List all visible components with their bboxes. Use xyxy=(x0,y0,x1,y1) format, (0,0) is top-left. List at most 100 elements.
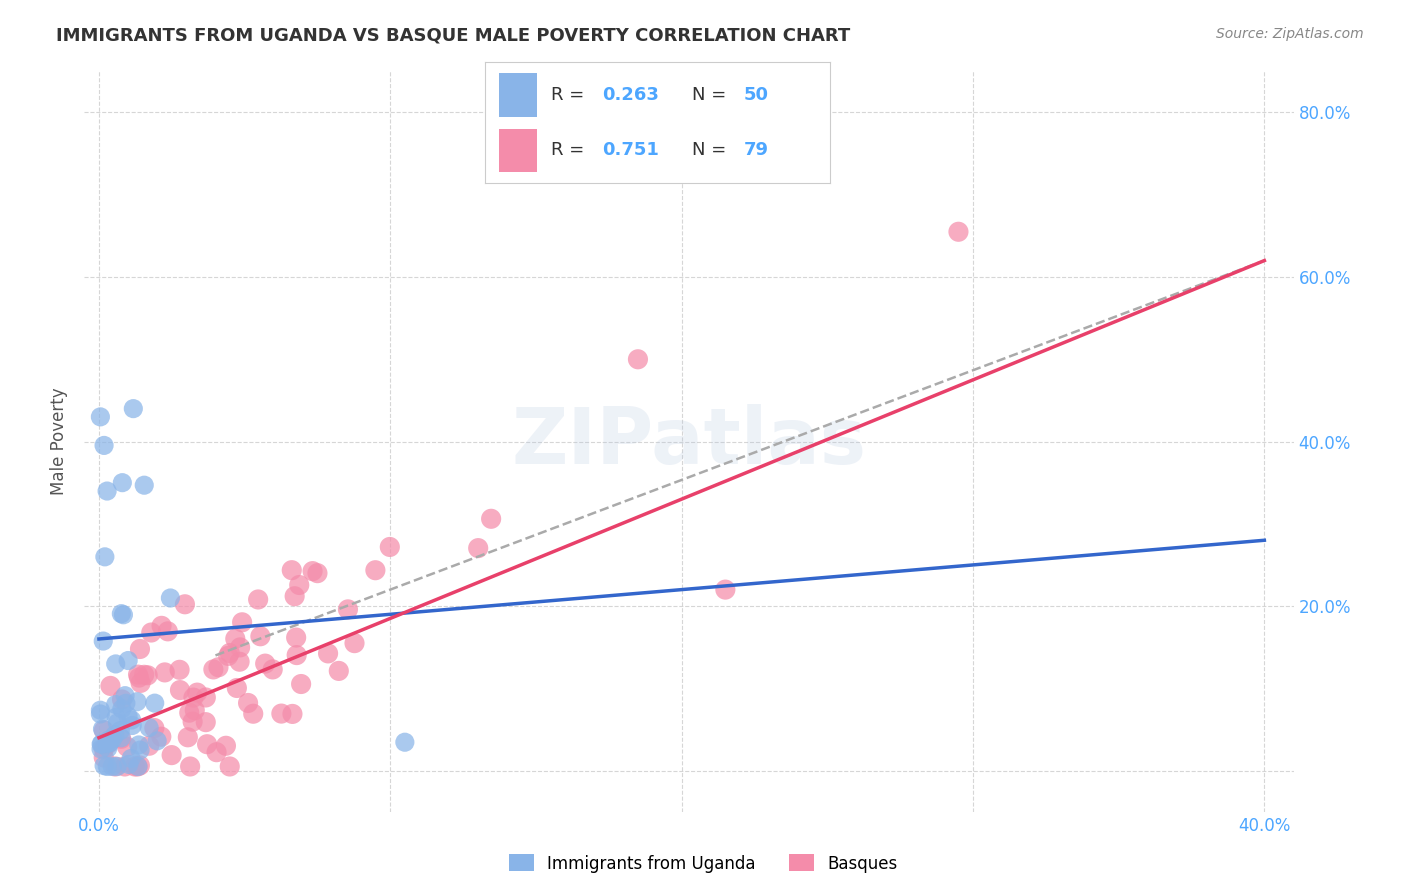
Point xyxy=(90,737,112,751)
Text: R =: R = xyxy=(551,141,589,160)
Point xyxy=(125,695,148,709)
Point xyxy=(174,597,197,611)
Point xyxy=(270,706,292,721)
Point xyxy=(105,710,128,724)
Point xyxy=(104,657,127,671)
Text: 79: 79 xyxy=(744,141,769,160)
Point xyxy=(89,706,111,721)
Point xyxy=(93,750,115,764)
Point xyxy=(195,737,218,751)
Point xyxy=(96,737,118,751)
Point xyxy=(249,629,271,643)
Point xyxy=(114,689,136,703)
Point xyxy=(160,748,183,763)
Point xyxy=(129,642,152,657)
Point xyxy=(156,624,179,639)
Point xyxy=(93,438,115,452)
Point xyxy=(184,703,207,717)
Point xyxy=(159,591,181,605)
Point xyxy=(202,662,225,676)
Point xyxy=(111,702,134,716)
Point xyxy=(114,759,136,773)
Text: ZIPatlas: ZIPatlas xyxy=(512,403,866,480)
Text: R =: R = xyxy=(551,86,589,104)
Point xyxy=(179,759,201,773)
Point xyxy=(105,759,128,773)
Point xyxy=(236,696,259,710)
Point xyxy=(169,683,191,698)
Point xyxy=(97,741,120,756)
Point xyxy=(128,671,150,685)
Point xyxy=(215,739,238,753)
Point xyxy=(104,759,127,773)
Point xyxy=(290,677,312,691)
Point xyxy=(104,698,127,712)
Point xyxy=(364,563,387,577)
Point xyxy=(183,690,205,705)
Point xyxy=(93,723,115,738)
Point xyxy=(467,541,489,555)
Point xyxy=(121,713,143,727)
Point xyxy=(288,578,311,592)
Point xyxy=(307,566,329,581)
Point xyxy=(127,759,149,773)
Point xyxy=(91,634,114,648)
Point xyxy=(229,640,252,655)
Point xyxy=(217,648,239,663)
Point xyxy=(281,563,304,577)
Point xyxy=(101,732,124,747)
Point xyxy=(247,592,270,607)
Point xyxy=(218,646,240,660)
Text: 0.751: 0.751 xyxy=(602,141,659,160)
Point xyxy=(121,718,143,732)
Point xyxy=(94,549,117,564)
Point xyxy=(141,625,163,640)
Legend: Immigrants from Uganda, Basques: Immigrants from Uganda, Basques xyxy=(502,847,904,880)
Point xyxy=(136,668,159,682)
Point xyxy=(218,759,240,773)
Point xyxy=(128,758,150,772)
Point xyxy=(110,731,132,746)
Point xyxy=(93,758,115,772)
Point xyxy=(254,657,277,671)
Text: 50: 50 xyxy=(744,86,769,104)
Point xyxy=(100,679,122,693)
Point xyxy=(627,352,650,367)
Point xyxy=(179,706,201,720)
Text: 0.263: 0.263 xyxy=(602,86,659,104)
Point xyxy=(186,685,208,699)
Point xyxy=(281,706,304,721)
Point xyxy=(110,731,132,745)
Point xyxy=(110,723,132,738)
Point xyxy=(150,619,173,633)
Point xyxy=(117,709,139,723)
Point xyxy=(153,665,176,680)
Point xyxy=(112,607,135,622)
Point xyxy=(150,730,173,744)
Point xyxy=(207,660,229,674)
Point xyxy=(262,662,284,676)
Point xyxy=(127,667,149,681)
Point xyxy=(96,759,118,773)
Point xyxy=(89,703,111,717)
Point xyxy=(138,739,160,753)
Point xyxy=(98,735,121,749)
Point xyxy=(107,715,129,730)
Point xyxy=(343,636,366,650)
Point xyxy=(146,734,169,748)
Point xyxy=(224,632,246,646)
Point xyxy=(97,737,120,751)
Point xyxy=(129,743,152,757)
Point xyxy=(90,737,112,751)
Point xyxy=(228,655,250,669)
Bar xyxy=(499,128,537,172)
Point xyxy=(285,648,308,662)
Point xyxy=(110,607,132,621)
Point xyxy=(169,663,191,677)
Point xyxy=(138,721,160,735)
Y-axis label: Male Poverty: Male Poverty xyxy=(51,388,69,495)
Point xyxy=(205,745,228,759)
Point xyxy=(117,654,139,668)
Point xyxy=(127,759,149,773)
Point xyxy=(194,715,217,730)
